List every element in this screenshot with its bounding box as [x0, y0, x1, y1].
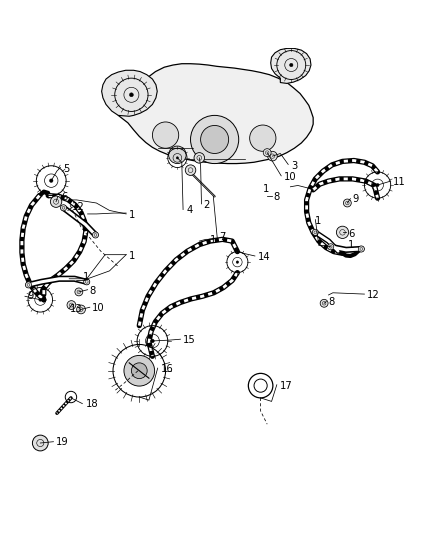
- Text: 1: 1: [129, 210, 136, 220]
- Text: 10: 10: [284, 172, 297, 182]
- Text: 16: 16: [161, 364, 174, 374]
- Polygon shape: [118, 64, 313, 164]
- Text: 1: 1: [210, 235, 217, 245]
- Circle shape: [136, 368, 142, 374]
- Text: 1: 1: [348, 240, 355, 251]
- Circle shape: [169, 146, 186, 164]
- Text: 1: 1: [263, 183, 269, 193]
- Circle shape: [358, 246, 364, 252]
- Circle shape: [129, 93, 134, 97]
- Circle shape: [376, 183, 379, 187]
- Circle shape: [191, 115, 239, 164]
- Circle shape: [77, 305, 85, 314]
- Circle shape: [92, 232, 99, 238]
- Circle shape: [236, 261, 239, 263]
- Circle shape: [320, 300, 328, 307]
- Text: 10: 10: [92, 303, 105, 313]
- Text: 1: 1: [129, 251, 136, 261]
- Text: 7: 7: [219, 232, 226, 242]
- Circle shape: [75, 288, 83, 296]
- Text: 19: 19: [56, 437, 69, 447]
- Circle shape: [194, 152, 205, 163]
- Circle shape: [176, 157, 179, 159]
- Circle shape: [250, 125, 276, 151]
- Circle shape: [151, 339, 154, 343]
- Text: 13: 13: [70, 304, 83, 314]
- Circle shape: [201, 125, 229, 154]
- Text: 9: 9: [353, 195, 359, 205]
- Circle shape: [343, 199, 351, 207]
- Circle shape: [152, 122, 179, 148]
- Text: 5: 5: [64, 164, 70, 174]
- Circle shape: [185, 165, 196, 175]
- Circle shape: [328, 244, 334, 250]
- Circle shape: [131, 363, 147, 378]
- Text: 9: 9: [28, 291, 34, 301]
- Text: 8: 8: [90, 286, 96, 296]
- Circle shape: [32, 435, 48, 451]
- Text: 6: 6: [348, 229, 355, 239]
- Text: 3: 3: [291, 161, 297, 171]
- Circle shape: [263, 149, 271, 157]
- Circle shape: [60, 205, 67, 211]
- Text: 6: 6: [61, 192, 68, 203]
- Circle shape: [39, 298, 42, 301]
- Circle shape: [336, 226, 349, 238]
- Text: 4: 4: [186, 205, 192, 215]
- Circle shape: [25, 282, 32, 288]
- Text: 14: 14: [258, 252, 270, 262]
- Polygon shape: [271, 49, 311, 84]
- Text: 17: 17: [279, 381, 292, 391]
- Text: 2: 2: [204, 200, 210, 210]
- Circle shape: [312, 229, 318, 236]
- Text: 1: 1: [315, 215, 322, 225]
- Text: 12: 12: [72, 203, 85, 212]
- Circle shape: [268, 151, 277, 161]
- Circle shape: [84, 279, 90, 285]
- Circle shape: [50, 196, 62, 207]
- Text: 11: 11: [393, 177, 406, 187]
- Text: 8: 8: [328, 297, 335, 308]
- Circle shape: [67, 301, 76, 310]
- Circle shape: [49, 179, 53, 182]
- Polygon shape: [102, 70, 157, 116]
- Text: 12: 12: [367, 290, 380, 300]
- Text: 8: 8: [274, 192, 280, 203]
- Circle shape: [290, 63, 293, 67]
- Text: 15: 15: [183, 335, 196, 345]
- Text: 1: 1: [83, 272, 90, 282]
- Circle shape: [124, 356, 155, 386]
- Text: 18: 18: [85, 399, 98, 409]
